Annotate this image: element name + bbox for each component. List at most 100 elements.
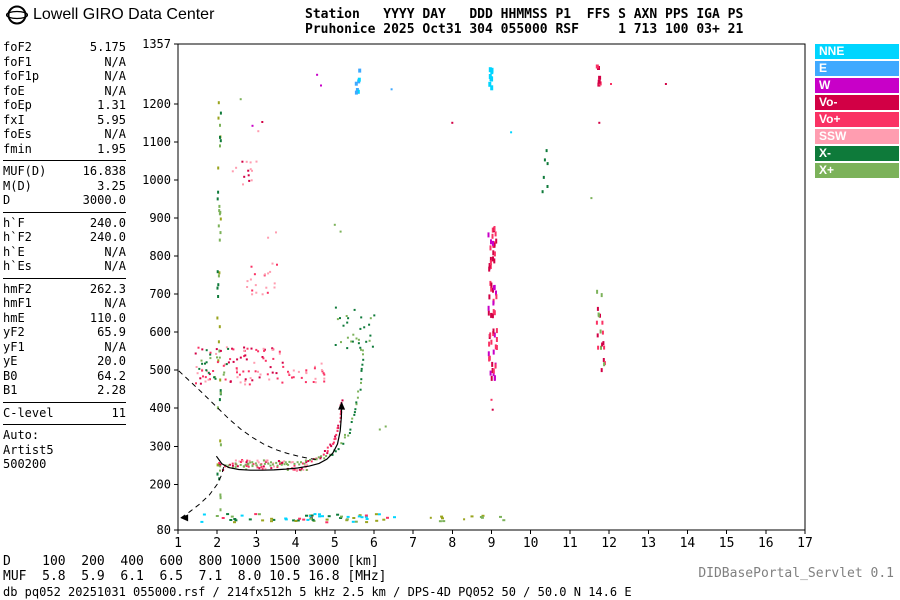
svg-text:5: 5: [331, 536, 339, 551]
param-row-ye: yE 20.0: [3, 354, 126, 369]
svg-text:700: 700: [149, 287, 171, 301]
file-info-line: db pq052 20251031 055000.rsf / 214fx512h…: [3, 585, 632, 599]
station-header-columns: Station YYYY DAY DDD HHMMSS P1 FFS S AXN…: [305, 7, 744, 22]
svg-text:600: 600: [149, 325, 171, 339]
param-row-hf: h`F 240.0: [3, 216, 126, 231]
servlet-version: DIDBasePortal_Servlet 0.1: [698, 566, 894, 581]
svg-text:13: 13: [640, 536, 656, 551]
logo-text: Lowell GIRO Data Center: [33, 6, 215, 23]
panel-separator: [3, 424, 126, 425]
svg-text:16: 16: [758, 536, 774, 551]
param-row-clevel: C-level 11: [3, 406, 126, 421]
param-label: foF1p: [3, 69, 40, 83]
param-label: h`E: [3, 244, 25, 259]
param-value: N/A: [104, 54, 126, 69]
param-row-hme: hmE 110.0: [3, 311, 126, 326]
param-value: N/A: [104, 244, 126, 259]
param-value: 16.838: [82, 164, 126, 178]
parameter-panel: foF2 5.175 foF1 N/A foF1p N/A foE N/A foEp 1.31 fx…: [3, 40, 126, 472]
param-label: h`Es: [3, 259, 32, 273]
param-value: 5.175: [89, 40, 126, 54]
param-value: 65.9: [97, 325, 126, 339]
param-label: foF2: [3, 40, 32, 54]
param-value: N/A: [104, 127, 126, 141]
param-row-hf2: h`F2 240.0: [3, 230, 126, 245]
param-row-b0: B0 64.2: [3, 369, 126, 384]
svg-text:80: 80: [157, 523, 171, 537]
param-label: foE: [3, 83, 25, 98]
panel-text-line: 500200: [3, 457, 47, 471]
param-label: foF1: [3, 54, 32, 69]
param-label: hmF2: [3, 281, 32, 296]
svg-text:1357: 1357: [142, 37, 171, 51]
svg-text:1000: 1000: [142, 173, 171, 187]
param-label: hmE: [3, 310, 25, 325]
param-value: 1.31: [97, 98, 126, 112]
param-value: 5.95: [97, 112, 126, 127]
echo-legend: NNE E W Vo- Vo+ SSW X- X+: [815, 44, 899, 180]
svg-text:400: 400: [149, 401, 171, 415]
param-label: h`F2: [3, 230, 32, 244]
panel-separator: [3, 160, 126, 161]
param-row-hes: h`Es N/A: [3, 259, 126, 274]
svg-text:8: 8: [448, 536, 456, 551]
param-row-fxi: fxI 5.95: [3, 113, 126, 128]
param-label: MUF(D): [3, 164, 47, 178]
param-row-foep: foEp 1.31: [3, 98, 126, 113]
svg-text:2: 2: [213, 536, 221, 551]
param-value: 20.0: [97, 354, 126, 368]
svg-text:800: 800: [149, 249, 171, 263]
param-row-he: h`E N/A: [3, 245, 126, 260]
svg-text:14: 14: [680, 536, 696, 551]
param-value: N/A: [104, 83, 126, 98]
param-value: 262.3: [89, 281, 126, 296]
param-label: foEs: [3, 127, 32, 141]
param-value: 3.25: [97, 178, 126, 193]
legend-item-w: W: [815, 78, 899, 93]
legend-item-ssw: SSW: [815, 129, 899, 144]
param-label: D: [3, 193, 11, 207]
param-label: C-level: [3, 405, 54, 420]
param-label: B0: [3, 368, 18, 383]
param-value: 240.0: [89, 215, 126, 230]
param-label: fmin: [3, 141, 32, 156]
param-value: N/A: [104, 339, 126, 354]
svg-text:7: 7: [409, 536, 417, 551]
giro-logo-icon: [6, 5, 28, 25]
param-value: 240.0: [89, 230, 126, 244]
param-row-fof1: foF1 N/A: [3, 55, 126, 70]
param-row-fof2: foF2 5.175: [3, 40, 126, 55]
param-value: N/A: [104, 259, 126, 273]
param-label: yF2: [3, 325, 25, 339]
station-header: Station YYYY DAY DDD HHMMSS P1 FFS S AXN…: [305, 7, 743, 37]
svg-text:1100: 1100: [142, 135, 171, 149]
panel-separator: [3, 211, 126, 213]
muf-table: D 100 200 400 600 800 1000 1500 3000 [km…: [3, 554, 387, 584]
svg-text:4: 4: [292, 536, 300, 551]
giro-logo: Lowell GIRO Data Center: [6, 4, 214, 26]
param-row-mufd: MUF(D) 16.838: [3, 164, 126, 179]
param-row-d: D 3000.0: [3, 193, 126, 208]
param-label: h`F: [3, 215, 25, 230]
svg-text:1200: 1200: [142, 97, 171, 111]
param-label: foEp: [3, 98, 32, 112]
param-row-fof1p: foF1p N/A: [3, 69, 126, 84]
param-row-hmf2: hmF2 262.3: [3, 282, 126, 297]
param-value: N/A: [104, 69, 126, 83]
panel-text-line: Auto:: [3, 428, 40, 442]
param-value: 2.28: [97, 383, 126, 397]
svg-text:11: 11: [562, 536, 578, 551]
param-label: fxI: [3, 112, 25, 127]
param-value: N/A: [104, 296, 126, 310]
panel-text-line: Artist5: [3, 442, 54, 457]
param-row-hmf1: hmF1 N/A: [3, 296, 126, 311]
station-header-values: Pruhonice 2025 Oct31 304 055000 RSF 1 71…: [305, 22, 744, 37]
svg-text:500: 500: [149, 363, 171, 377]
param-label: yF1: [3, 339, 25, 354]
param-label: B1: [3, 383, 18, 397]
legend-item-x-plus: X+: [815, 163, 899, 178]
legend-item-x-minus: X-: [815, 146, 899, 161]
param-value: 3000.0: [82, 193, 126, 207]
legend-item-e: E: [815, 61, 899, 76]
svg-text:15: 15: [719, 536, 735, 551]
